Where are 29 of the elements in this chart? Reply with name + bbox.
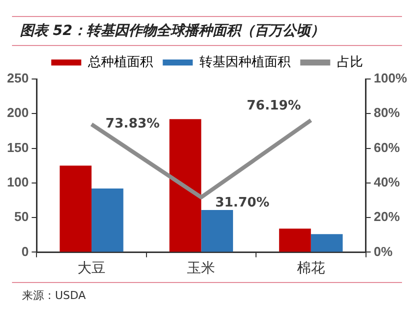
bar: [201, 210, 234, 252]
y2-tick-label: 80%: [374, 105, 400, 120]
chart-title: 图表 52：转基因作物全球播种面积（百万公顷）: [12, 16, 402, 46]
bar: [310, 234, 343, 252]
y-tick-label: 50: [14, 209, 29, 224]
y2-tick-label: 100%: [374, 70, 408, 86]
y2-tick-label: 60%: [374, 140, 400, 155]
y-tick-label: 100: [6, 174, 29, 190]
data-label: 76.19%: [246, 98, 301, 114]
x-tick-label: 棉花: [296, 259, 325, 276]
data-label: 31.70%: [215, 196, 270, 211]
y2-tick-label: 0%: [374, 244, 393, 259]
y2-tick-label: 40%: [374, 174, 400, 190]
source-note: 来源：USDA: [12, 282, 402, 308]
y-tick-label: 0: [21, 244, 29, 259]
bar: [169, 119, 202, 252]
legend-label: 占比: [336, 54, 363, 70]
x-tick-label: 玉米: [187, 259, 216, 276]
legend-label: 总种植面积: [86, 54, 153, 70]
bar: [92, 188, 124, 252]
data-label: 73.83%: [106, 116, 160, 132]
x-tick-label: 大豆: [78, 259, 106, 276]
y-tick-label: 200: [6, 105, 29, 120]
bar: [60, 166, 92, 252]
y-tick-label: 250: [6, 70, 29, 86]
y-tick-label: 150: [6, 140, 29, 155]
legend-label: 转基因种植面积: [199, 54, 290, 70]
bar: [279, 228, 311, 252]
y2-tick-label: 20%: [374, 209, 400, 224]
